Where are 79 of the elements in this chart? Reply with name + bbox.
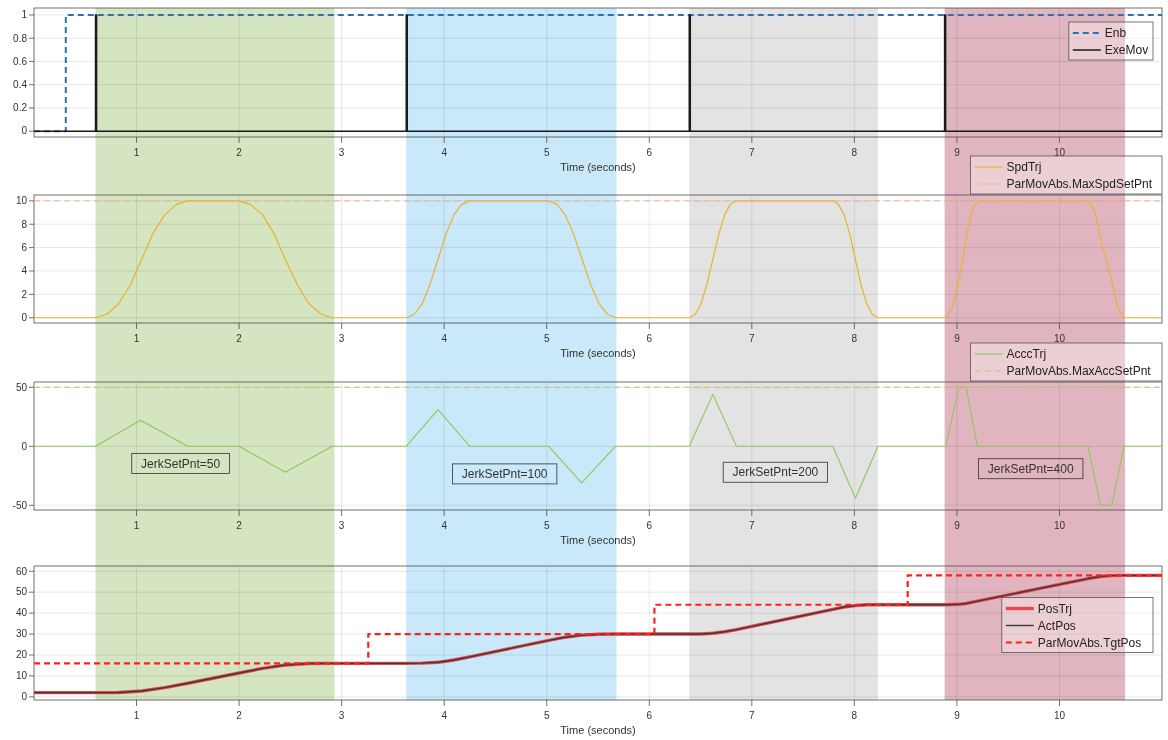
x-tick-label: 8 [851,147,858,158]
y-tick-label: 0.6 [13,55,28,67]
x-axis-title: Time (seconds) [560,534,636,546]
y-tick-label: 50 [15,381,28,393]
x-tick-label: 3 [338,147,345,158]
x-tick-label: 9 [954,520,961,531]
y-tick-label: 8 [21,218,28,230]
x-tick-label: 9 [954,710,961,721]
x-tick-label: 8 [851,520,858,531]
y-tick-label: 0.2 [13,102,28,114]
x-tick-label: 3 [338,333,345,344]
x-axis-title: Time (seconds) [560,161,636,173]
x-tick-label: 10 [1053,333,1066,344]
x-tick-label: 10 [1053,147,1066,158]
x-tick-label: 5 [543,147,550,158]
x-tick-label: 8 [851,710,858,721]
legend-label: ParMovAbs.MaxAccSetPnt [1006,364,1152,379]
annotation: JerkSetPnt=200 [732,465,819,480]
y-tick-label: 2 [21,288,28,300]
y-tick-label: 10 [15,670,28,682]
x-tick-label: 4 [441,710,448,721]
y-tick-label: 30 [15,628,28,640]
x-tick-label: 7 [749,710,756,721]
y-tick-label: 1 [21,9,28,21]
y-tick-label: 40 [15,607,28,619]
x-tick-label: 6 [646,147,653,158]
x-tick-label: 1 [133,147,140,158]
x-axis-title: Time (seconds) [560,724,636,736]
legend-label: ParMovAbs.TgtPos [1037,635,1142,650]
annotation: JerkSetPnt=400 [987,461,1074,476]
y-tick-label: 60 [15,565,28,577]
x-tick-label: 1 [133,333,140,344]
y-tick-label: 6 [21,241,28,253]
annotation: JerkSetPnt=50 [141,456,221,471]
y-tick-label: 0.4 [13,79,28,90]
y-tick-label: 20 [15,649,28,661]
x-tick-label: 1 [133,520,140,531]
x-tick-label: 3 [338,520,345,531]
x-tick-label: 6 [646,710,653,721]
y-tick-label: 0.8 [13,32,28,44]
x-tick-label: 4 [441,520,448,531]
y-tick-label: 0 [21,440,28,452]
legend-label: ParMovAbs.MaxSpdSetPnt [1006,177,1153,192]
y-tick-label: 50 [15,586,28,598]
x-tick-label: 2 [236,520,243,531]
y-tick-label: 0 [21,312,28,324]
x-tick-label: 1 [133,710,140,721]
x-tick-label: 2 [236,147,243,158]
x-tick-label: 5 [543,333,550,344]
y-tick-label: 4 [21,265,28,277]
x-tick-label: 4 [441,147,448,158]
x-tick-label: 6 [646,333,653,344]
y-tick-label: 0 [21,125,28,137]
y-tick-label: -50 [12,499,28,511]
legend-label: SpdTrj [1006,160,1042,175]
x-tick-label: 9 [954,333,961,344]
x-tick-label: 2 [236,710,243,721]
legend-label: PosTrj [1037,601,1073,616]
x-tick-label: 7 [749,147,756,158]
x-tick-label: 4 [441,333,448,344]
x-tick-label: 10 [1053,520,1066,531]
x-tick-label: 7 [749,520,756,531]
x-tick-label: 5 [543,520,550,531]
legend-label: ExeMov [1104,43,1149,58]
x-tick-label: 10 [1053,710,1066,721]
y-tick-label: 0 [21,691,28,703]
x-tick-label: 5 [543,710,550,721]
y-tick-label: 10 [15,195,28,207]
x-axis-title: Time (seconds) [560,347,636,359]
legend-label: ActPos [1037,618,1076,633]
x-tick-label: 2 [236,333,243,344]
x-tick-label: 9 [954,147,961,158]
x-tick-label: 6 [646,520,653,531]
legend-label: Enb [1104,26,1127,41]
x-tick-label: 7 [749,333,756,344]
legend-label: AcccTrj [1006,347,1047,362]
x-tick-label: 3 [338,710,345,721]
x-tick-label: 8 [851,333,858,344]
annotation: JerkSetPnt=100 [461,467,548,482]
